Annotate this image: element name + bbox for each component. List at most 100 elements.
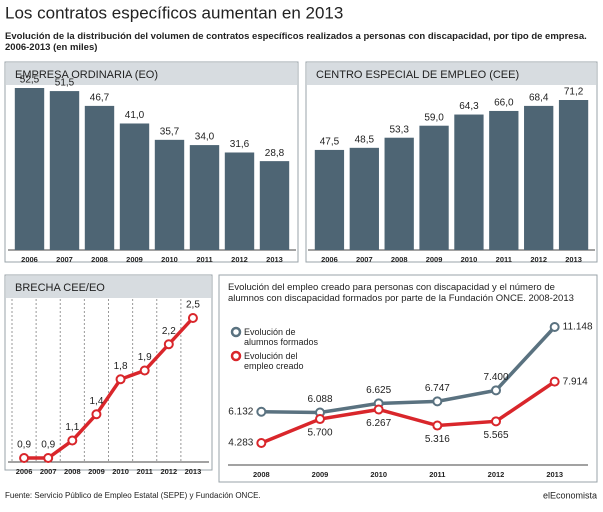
brand: elEconomista (543, 490, 597, 500)
x-tick-label: 2007 (40, 467, 57, 476)
point (491, 385, 501, 396)
bar (14, 88, 45, 250)
x-tick-label: 2011 (496, 255, 512, 264)
value-label: 35,7 (160, 126, 180, 137)
x-tick-label: 2007 (356, 255, 373, 264)
panel-header (6, 63, 297, 85)
x-tick-label: 2012 (231, 255, 248, 264)
source: Fuente: Servicio Público de Empleo Estat… (5, 491, 261, 500)
value-label: 46,7 (90, 93, 110, 104)
x-tick-label: 2011 (196, 255, 212, 264)
value-label: 51,5 (55, 78, 75, 89)
value-label: 1,8 (114, 361, 128, 372)
x-tick-label: 2010 (370, 470, 387, 479)
value-label: 31,6 (230, 139, 250, 150)
value-label: 68,4 (529, 93, 549, 104)
value-label: 1,4 (89, 396, 103, 407)
x-tick-label: 2013 (565, 255, 582, 264)
bar (489, 110, 519, 251)
x-tick-label: 2011 (429, 470, 445, 479)
point (67, 435, 78, 446)
panel-title: EMPRESA ORDINARIA (EO) (15, 69, 158, 81)
value-label: 71,2 (564, 87, 584, 98)
bar (119, 123, 150, 250)
point (91, 409, 102, 420)
bar (224, 152, 255, 250)
value-label: 47,5 (320, 137, 340, 148)
value-label: 28,8 (265, 148, 285, 159)
value-label: 34,0 (195, 132, 215, 143)
value-label: 5.700 (307, 428, 332, 439)
panel-title: BRECHA CEE/EO (15, 282, 105, 294)
x-tick-label: 2009 (426, 255, 443, 264)
subtitle: Evolución de la distribución del volumen… (5, 31, 587, 53)
point (19, 453, 30, 463)
value-label: 52,5 (20, 75, 40, 86)
bar (419, 125, 449, 250)
x-tick-label: 2008 (64, 467, 81, 476)
value-label: 6.747 (425, 383, 450, 394)
value-label: 11.148 (563, 322, 593, 333)
value-label: 59,0 (424, 112, 444, 123)
bar (259, 161, 290, 250)
x-tick-label: 2006 (21, 255, 38, 264)
x-tick-label: 2007 (56, 255, 73, 264)
point (187, 313, 198, 323)
value-label: 6.625 (366, 385, 391, 396)
value-label: 2,2 (162, 326, 176, 337)
bar (189, 145, 220, 250)
x-tick-label: 2008 (91, 255, 108, 264)
value-label: 5.316 (425, 434, 450, 445)
point (315, 414, 325, 425)
bar (524, 105, 554, 250)
panel-title: Evolución del empleo creado para persona… (228, 282, 574, 304)
value-label: 6.267 (366, 418, 391, 429)
point (373, 404, 384, 415)
title: Los contratos específicos aumentan en 20… (5, 3, 343, 22)
x-tick-label: 2006 (16, 467, 33, 476)
value-label: 6.132 (228, 406, 253, 417)
point (256, 406, 267, 417)
x-tick-label: 2008 (253, 470, 270, 479)
panel-header (307, 63, 596, 85)
value-label: 2,5 (186, 300, 200, 311)
bar (84, 105, 115, 250)
value-label: 1,9 (138, 352, 152, 363)
point (549, 376, 560, 387)
value-label: 7.400 (483, 372, 508, 383)
x-tick-label: 2012 (488, 470, 505, 479)
point (163, 339, 174, 350)
value-label: 0,9 (41, 440, 55, 451)
x-tick-label: 2013 (185, 467, 202, 476)
legend-marker (230, 350, 242, 362)
value-label: 6.088 (307, 394, 332, 405)
x-tick-label: 2008 (391, 255, 408, 264)
value-label: 5.565 (483, 430, 508, 441)
x-tick-label: 2010 (112, 467, 129, 476)
bar (558, 100, 589, 250)
x-tick-label: 2010 (461, 255, 478, 264)
value-label: 53,3 (389, 124, 409, 135)
point (549, 322, 560, 332)
point (256, 438, 267, 448)
panel (218, 274, 598, 483)
line (261, 325, 556, 415)
value-label: 4.283 (228, 438, 253, 449)
value-label: 48,5 (355, 134, 375, 145)
value-label: 41,0 (125, 110, 145, 121)
x-tick-label: 2013 (546, 470, 563, 479)
x-tick-label: 2009 (88, 467, 105, 476)
panel (305, 61, 598, 263)
value-label: 66,0 (494, 98, 514, 109)
bar (314, 149, 345, 250)
point (432, 420, 443, 431)
line (260, 380, 556, 445)
value-label: 7.914 (563, 376, 588, 387)
x-tick-label: 2009 (312, 470, 329, 479)
x-tick-label: 2009 (126, 255, 143, 264)
value-label: 1,1 (65, 422, 79, 433)
bar (349, 147, 379, 250)
panel-title: CENTRO ESPECIAL DE EMPLEO (CEE) (316, 69, 519, 81)
